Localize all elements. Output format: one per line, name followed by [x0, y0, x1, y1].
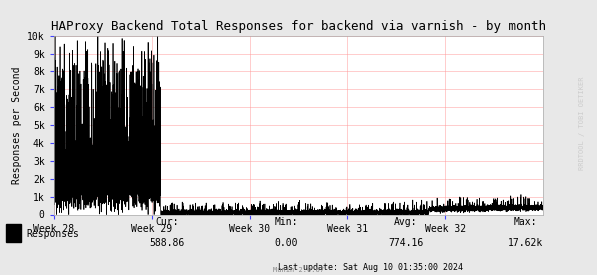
Text: 774.16: 774.16 [388, 238, 424, 248]
Text: Munin 2.0.67: Munin 2.0.67 [273, 267, 324, 273]
Text: Min:: Min: [275, 217, 298, 227]
Bar [6, 224, 21, 242]
Text: Avg:: Avg: [394, 217, 418, 227]
Title: HAProxy Backend Total Responses for backend via varnish - by month: HAProxy Backend Total Responses for back… [51, 20, 546, 33]
Text: 0.00: 0.00 [275, 238, 298, 248]
Text: Cur:: Cur: [155, 217, 179, 227]
Text: Responses: Responses [27, 229, 80, 239]
Text: Last update: Sat Aug 10 01:35:00 2024: Last update: Sat Aug 10 01:35:00 2024 [278, 263, 463, 272]
Text: 588.86: 588.86 [149, 238, 185, 248]
Text: Max:: Max: [513, 217, 537, 227]
Y-axis label: Responses per Second: Responses per Second [11, 66, 21, 184]
Text: 17.62k: 17.62k [507, 238, 543, 248]
Text: RRDTOOL / TOBI OETIKER: RRDTOOL / TOBI OETIKER [579, 77, 585, 170]
